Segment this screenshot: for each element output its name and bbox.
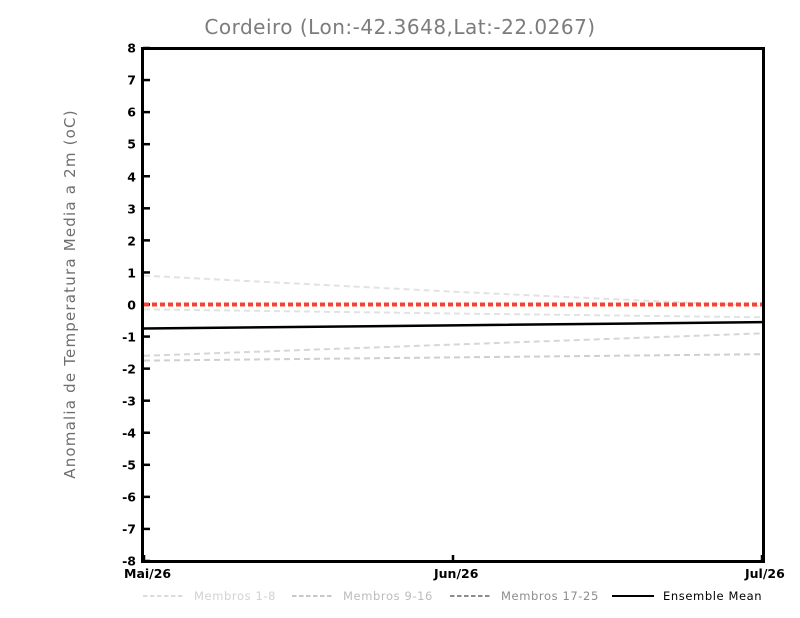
legend-item-membros-9-16[interactable]: Membros 9-16 (292, 586, 433, 606)
y-tick-label: -3 (122, 393, 136, 409)
y-tick-label: 4 (127, 169, 136, 185)
y-tick-label: 8 (127, 40, 136, 56)
y-tick-label: -5 (122, 457, 136, 473)
series-line (143, 320, 763, 330)
y-tick-label: 6 (127, 104, 136, 120)
chart-title: Cordeiro (Lon:-42.3648,Lat:-22.0267) (204, 15, 596, 39)
x-tick-label-end: Jul/26 (745, 566, 785, 581)
y-tick-label: 7 (127, 72, 136, 88)
y-tick-label: 5 (127, 136, 136, 152)
y-tick-label: -7 (122, 521, 136, 537)
series-line (143, 353, 763, 362)
y-tick-label: -2 (122, 361, 136, 377)
series-line (143, 308, 763, 319)
legend-label-membros-9-16: Membros 9-16 (343, 589, 433, 603)
data-series-group (143, 274, 763, 362)
legend-item-membros-1-8[interactable]: Membros 1-8 (143, 586, 276, 606)
legend-swatch-membros-17-25 (450, 595, 492, 597)
legend-item-ensemble-mean[interactable]: Ensemble Mean (612, 586, 762, 606)
legend-label-membros-17-25: Membros 17-25 (501, 589, 599, 603)
legend-swatch-ensemble-mean (612, 594, 654, 598)
y-tick-labels: 8 7 6 5 4 3 2 1 0 -1 -2 -3 -4 -5 -6 -7 -… (110, 0, 136, 618)
y-tick-label: 1 (127, 265, 136, 281)
y-tick-label: 0 (127, 297, 136, 313)
legend-item-membros-17-25[interactable]: Membros 17-25 (450, 586, 599, 606)
y-tick-label: -6 (122, 489, 136, 505)
legend-label-ensemble-mean: Ensemble Mean (663, 589, 763, 603)
y-tick-label: 2 (127, 233, 136, 249)
legend-swatch-membros-1-8 (143, 595, 185, 597)
x-tick-marks (142, 555, 764, 562)
y-tick-label: -8 (122, 553, 136, 569)
chart-legend: Membros 1-8 Membros 9-16 Membros 17-25 E… (0, 586, 800, 608)
legend-label-membros-1-8: Membros 1-8 (194, 589, 277, 603)
y-tick-label: -4 (122, 425, 136, 441)
series-line (143, 274, 763, 308)
x-tick-label-start: Mai/26 (124, 566, 172, 581)
y-tick-label: 3 (127, 201, 136, 217)
legend-swatch-membros-9-16 (292, 595, 334, 597)
series-line (143, 332, 763, 357)
y-tick-label: -1 (122, 329, 136, 345)
x-tick-label-middle: Jun/26 (434, 566, 479, 581)
